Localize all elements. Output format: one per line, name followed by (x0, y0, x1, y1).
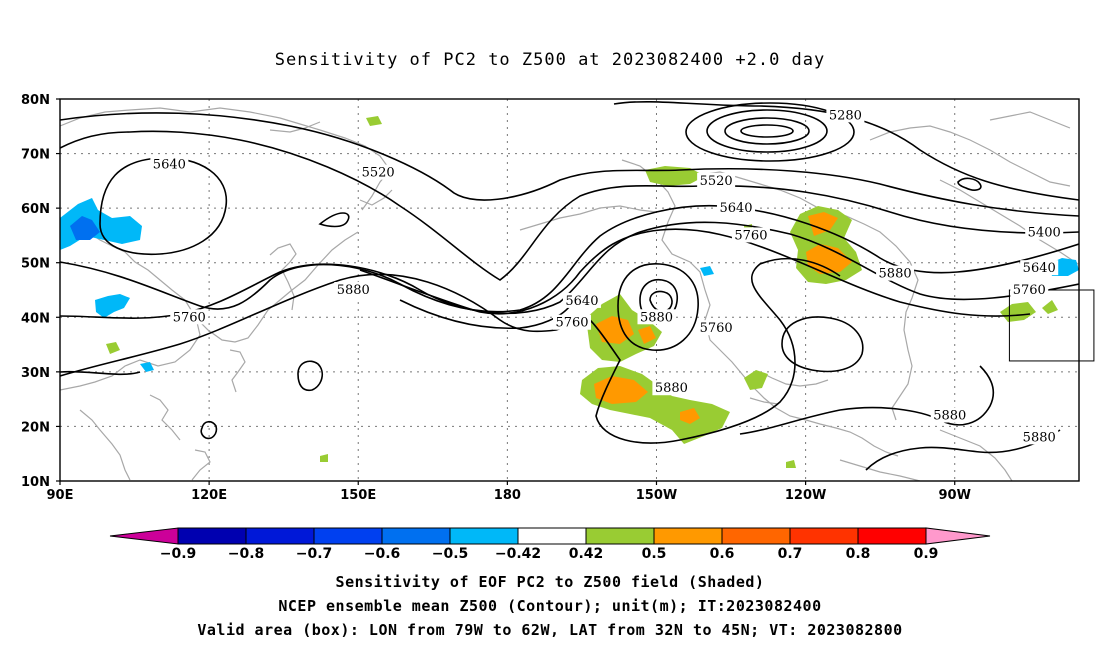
lat-tick-label: 30N (21, 366, 50, 381)
colorbar-segment (721, 527, 791, 545)
page-title: Sensitivity of PC2 to Z500 at 2023082400… (274, 50, 826, 70)
lon-tick-label: 120E (191, 488, 227, 503)
shaded-sensitivity (60, 116, 1079, 468)
lat-tick-label: 20N (21, 420, 50, 435)
latitude-labels: 80N 70N 60N 50N 40N 30N 20N 10N (21, 93, 60, 490)
contour-label-bg (1020, 260, 1059, 276)
contour-label-bg (697, 172, 736, 188)
colorbar-label: −0.5 (432, 546, 469, 562)
contour-label: 5640 (153, 157, 186, 172)
contour-label-bg (930, 407, 969, 423)
colorbar-segment (245, 527, 315, 545)
contour-label-bg (637, 309, 676, 325)
lon-tick-label: 120W (785, 488, 826, 503)
contour-label-bg (552, 314, 591, 330)
contour-label-bg (697, 320, 736, 336)
contour-label: 5880 (337, 283, 370, 298)
contour-label: 5280 (829, 108, 862, 123)
colorbar-segment (789, 527, 859, 545)
colorbar-segment (313, 527, 383, 545)
contour-label: 5640 (719, 201, 752, 216)
caption-line-2: NCEP ensemble mean Z500 (Contour); unit(… (278, 597, 822, 615)
lat-tick-label: 10N (21, 475, 50, 490)
lat-tick-label: 50N (21, 257, 50, 272)
contour-label-bg (1025, 224, 1064, 240)
colorbar-label: 0.9 (914, 546, 939, 562)
map-grid (60, 99, 1079, 481)
contour-label-bg (334, 282, 373, 297)
contour-label: 5880 (1023, 430, 1056, 445)
contour-label: 5760 (734, 228, 767, 243)
colorbar-extend-high (925, 527, 991, 545)
lon-tick-label: 180 (494, 488, 521, 503)
colorbar-label: 0.6 (710, 546, 735, 562)
contour-label: 5400 (1028, 226, 1061, 241)
colorbar-segment (381, 527, 451, 545)
colorbar-label: 0.7 (778, 546, 803, 562)
colorbar-segment (517, 527, 587, 545)
lat-tick-label: 40N (21, 311, 50, 326)
contour-label-bg (652, 380, 691, 396)
colorbar-label: −0.7 (296, 546, 333, 562)
lat-tick-label: 80N (21, 93, 50, 108)
contour-label-bg (1020, 429, 1059, 445)
lat-tick-label: 70N (21, 148, 50, 163)
contour-label-bg (1010, 282, 1049, 297)
contour-label-bg (562, 292, 601, 308)
lat-tick-label: 60N (21, 202, 50, 217)
caption-line-1: Sensitivity of EOF PC2 to Z500 field (Sh… (335, 573, 765, 591)
colorbar-label: −0.9 (160, 546, 197, 562)
contour-label: 5880 (655, 381, 688, 396)
contour-label: 5640 (565, 294, 598, 309)
colorbar-segment (857, 527, 927, 545)
colorbar-extend-low (109, 527, 179, 545)
colorbar-label: 0.8 (846, 546, 871, 562)
contour-label-bg (170, 309, 209, 325)
contour-label-bg (359, 164, 398, 180)
colorbar-label: −0.6 (364, 546, 401, 562)
lon-tick-label: 150E (340, 488, 376, 503)
colorbar-segment (585, 527, 655, 545)
contour-label: 5520 (700, 174, 733, 189)
colorbar: −0.9 −0.8 −0.7 −0.6 −0.5 −0.42 0.42 0.5 0.6 0.7 0.… (109, 527, 991, 562)
contour-label: 5880 (879, 267, 912, 282)
map-frame (59, 98, 1080, 482)
contour-labels: 5280 5640 5520 5520 5640 5760 5400 5640 5880 5640… (150, 107, 1064, 445)
colorbar-segment (177, 527, 247, 545)
contour-label: 5760 (1013, 283, 1046, 298)
contour-label: 5880 (640, 310, 673, 325)
colorbar-label: −0.8 (228, 546, 265, 562)
lon-tick-label: 150W (636, 488, 677, 503)
contour-label-bg (150, 156, 189, 172)
contour-label: 5640 (1023, 261, 1056, 276)
colorbar-label: 0.5 (642, 546, 667, 562)
colorbar-label: −0.42 (495, 546, 541, 562)
caption-line-3: Valid area (box): LON from 79W to 62W, L… (197, 621, 903, 639)
contour-label-bg (717, 200, 756, 216)
contour-label: 5760 (555, 316, 588, 331)
lon-tick-label: 90E (47, 488, 74, 503)
colorbar-segment (449, 527, 519, 545)
contour-label: 5880 (933, 409, 966, 424)
contour-label: 5760 (173, 310, 206, 325)
contour-label-bg (826, 107, 865, 123)
longitude-labels: 90E 120E 150E 180 150W 120W 90W (47, 481, 971, 503)
colorbar-segment (653, 527, 723, 545)
contour-label: 5760 (700, 321, 733, 336)
contour-label-bg (731, 227, 770, 243)
lon-tick-label: 90W (939, 488, 971, 503)
contour-label-bg (876, 265, 915, 281)
colorbar-label: 0.42 (569, 546, 604, 562)
contour-label: 5520 (362, 166, 395, 181)
z500-contours (60, 100, 1079, 471)
valid-area-box (1008, 289, 1095, 362)
